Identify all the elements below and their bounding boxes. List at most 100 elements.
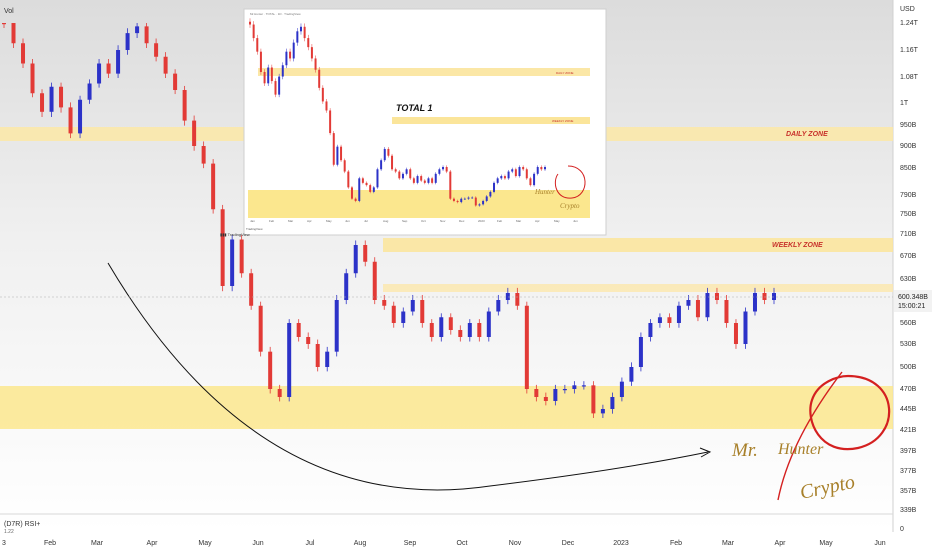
price-axis-label: 790B [900, 192, 917, 199]
inset-support-zone [248, 190, 590, 218]
time-axis-label: May [198, 540, 212, 547]
candle-body [21, 43, 26, 64]
inset-candle-body [544, 167, 546, 170]
candle-body [59, 86, 64, 108]
inset-candle-body [482, 200, 485, 205]
price-axis[interactable] [893, 0, 932, 532]
time-axis-label: Feb [670, 540, 682, 547]
inset-candle-body [401, 173, 404, 179]
inset-candle-body [347, 171, 350, 188]
inset-candle-body [376, 169, 379, 188]
inset-candle-body [434, 173, 437, 183]
inset-candle-body [365, 182, 368, 186]
inset-candle-body [423, 180, 426, 183]
zone-resistance [383, 284, 893, 292]
time-axis-label: Dec [562, 540, 575, 547]
candle-body [772, 293, 776, 300]
inset-candle-body [332, 133, 335, 165]
time-axis-label: Sep [404, 540, 417, 547]
candle-body [543, 397, 548, 401]
inset-weekly-zone-label: WEEKLY ZONE [552, 119, 573, 123]
candle-body [201, 146, 206, 164]
price-axis-label: 1.16T [900, 47, 919, 54]
candle-body [230, 239, 235, 286]
inset-candle-body [518, 167, 521, 177]
logo-stroke [777, 371, 843, 501]
inset-candle-body [478, 204, 481, 206]
candle-body [40, 93, 45, 112]
candle-body [686, 300, 691, 306]
inset-candle-body [514, 169, 517, 177]
candle-body [591, 385, 596, 414]
candle-body [287, 323, 292, 397]
inset-candle-body [460, 198, 463, 203]
inset-time-label: 2023 [478, 219, 485, 223]
price-axis-labels: 1.24T 1.16T 1.08T 1T 950B 900B 850B 790B 750B 710… [900, 20, 919, 514]
arc-arrowhead [699, 447, 712, 458]
vol-label: Vol [4, 8, 14, 15]
time-axis-labels: 3 Feb Mar Apr May Jun Jul Aug Sep Oct Nov Dec 2023 Fe… [2, 540, 886, 547]
candle-body [515, 293, 520, 306]
candle-body [752, 293, 757, 312]
candle-body [353, 245, 358, 274]
candle-body [714, 293, 719, 300]
svg-text:Crypto: Crypto [560, 202, 580, 210]
inset-title: TOTAL 1 [396, 103, 433, 113]
inset-candle-body [412, 178, 415, 183]
price-tag-countdown: 15:00:21 [898, 303, 925, 310]
candle-body [733, 323, 738, 344]
inset-time-label: Jun [573, 219, 578, 223]
inset-time-label: Aug [383, 219, 389, 223]
inset-candle-body [525, 169, 528, 179]
candle-body [534, 389, 539, 397]
inset-candle-body [256, 38, 259, 52]
inset-tradingview-mark: TradingView [246, 227, 263, 231]
candle-body [467, 323, 472, 337]
inset-candle-body [310, 47, 313, 59]
candle-body [163, 56, 168, 74]
inset-candle-body [303, 26, 306, 39]
price-axis-label: 670B [900, 253, 917, 260]
inset-time-label: Jan [250, 219, 255, 223]
time-axis-label: 3 [2, 540, 6, 547]
time-axis-label: Jun [252, 540, 263, 547]
inset-time-label: Apr [535, 219, 540, 223]
time-axis-label: Jun [874, 540, 885, 547]
inset-candle-body [274, 81, 277, 95]
time-axis-label: Mar [91, 540, 104, 547]
inset-candle-body [409, 169, 412, 179]
candle-body [30, 63, 35, 94]
inset-candle-body [336, 146, 339, 165]
candle-body [106, 63, 111, 74]
inset-candle-body [503, 176, 506, 179]
candle-body [477, 323, 482, 337]
weekly-zone-label: WEEKLY ZONE [772, 242, 823, 249]
mr-hunter-crypto-logo: Mr. Hunter Crypto [731, 371, 891, 504]
logo-mr: Mr. [731, 440, 758, 461]
price-axis-label: 1T [900, 100, 909, 107]
inset-candle-body [474, 197, 477, 206]
zones-layer [0, 127, 893, 429]
inset-candle-body [270, 67, 273, 82]
inset-candle-body [485, 196, 488, 201]
inset-time-label: Jun [345, 219, 350, 223]
candle-body [420, 300, 425, 323]
candle-body [762, 293, 767, 300]
candle-body [306, 337, 311, 344]
inset-candle-body [445, 167, 448, 172]
time-axis-label: Feb [44, 540, 56, 547]
time-axis-label: Jul [306, 540, 315, 547]
candle-body [439, 317, 444, 337]
time-axis[interactable] [0, 532, 932, 550]
indicator-label[interactable]: (D7R) RSI+ [4, 521, 40, 528]
inset-time-label: May [326, 219, 332, 223]
inset-candle-body [540, 167, 543, 170]
candle-body [743, 311, 748, 344]
candle-body [524, 305, 529, 389]
price-axis-label: 500B [900, 364, 917, 371]
inset-logo: Hunter Crypto [534, 165, 586, 210]
inset-time-label: Nov [440, 219, 446, 223]
inset-candle-body [281, 65, 284, 77]
inset-candle-body [263, 72, 266, 84]
